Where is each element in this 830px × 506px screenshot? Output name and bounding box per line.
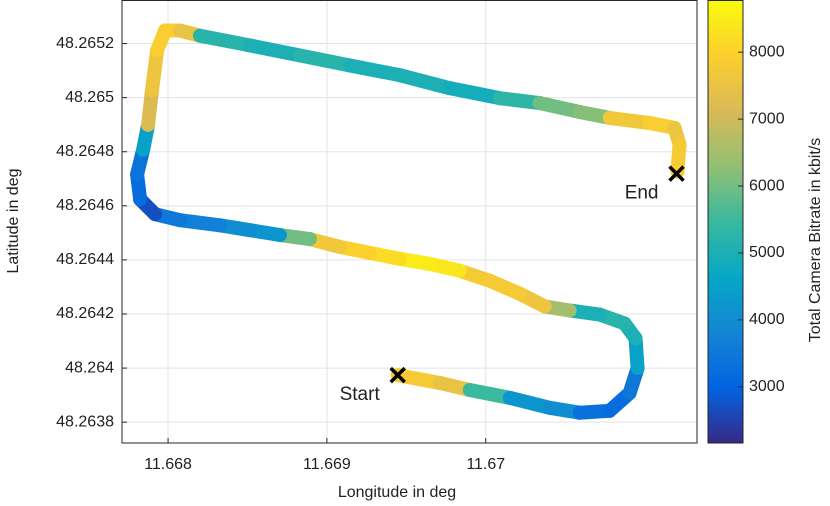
track-segment xyxy=(342,58,407,83)
y-tick-label: 48.2648 xyxy=(56,143,114,160)
colorbar-tick-label: 4000 xyxy=(749,311,785,328)
track-segment xyxy=(392,68,457,96)
x-axis-label: Longitude in deg xyxy=(338,484,456,501)
annotation-label: End xyxy=(625,183,659,204)
track-segment xyxy=(292,48,357,73)
annotation-marker xyxy=(668,165,685,182)
y-tick-label: 48.2638 xyxy=(56,413,114,430)
y-tick-label: 48.265 xyxy=(65,89,114,106)
y-tick-label: 48.2644 xyxy=(56,251,114,268)
y-tick-label: 48.2646 xyxy=(56,197,114,214)
plot-frame xyxy=(121,0,698,444)
y-tick-label: 48.2642 xyxy=(56,305,114,322)
x-tick-label: 11.669 xyxy=(303,456,351,473)
colorbar-tick-label: 5000 xyxy=(749,244,785,261)
colorbar-tick-label: 7000 xyxy=(749,110,785,127)
x-tick-label: 11.67 xyxy=(466,456,505,473)
colorbar xyxy=(707,0,744,444)
colorbar-tick-label: 8000 xyxy=(749,43,785,60)
track-segment xyxy=(243,38,307,63)
colorbar-tick-label: 6000 xyxy=(749,177,785,194)
y-axis-label: Latitude in deg xyxy=(5,169,22,274)
x-tick-label: 11.668 xyxy=(144,456,192,473)
colorbar-tick-label: 3000 xyxy=(749,378,785,395)
track-segment xyxy=(192,28,258,53)
annotation-marker xyxy=(389,366,406,384)
colorbar-label: Total Camera Bitrate in kbit/s xyxy=(807,138,824,343)
annotation-label: Start xyxy=(340,384,381,405)
y-tick-label: 48.2652 xyxy=(56,35,114,52)
y-tick-label: 48.264 xyxy=(65,359,114,376)
track-segment xyxy=(390,368,447,390)
track-segment xyxy=(442,81,507,106)
